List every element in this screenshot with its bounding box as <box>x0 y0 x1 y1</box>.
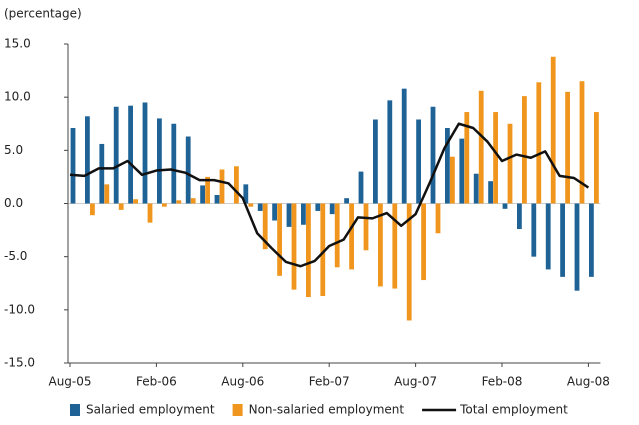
bar <box>85 116 90 204</box>
y-axis-label: (percentage) <box>4 7 82 21</box>
bar <box>550 56 556 204</box>
bar <box>70 128 76 204</box>
bar <box>162 203 167 207</box>
bar <box>171 123 177 204</box>
bar <box>473 173 479 204</box>
x-tick-label: Aug-07 <box>394 375 437 389</box>
bar <box>560 203 565 277</box>
bar <box>234 166 239 204</box>
bar <box>306 203 311 298</box>
y-tick-label: 5.0 <box>4 143 23 157</box>
bar <box>435 203 441 234</box>
y-tick-label: 0.0 <box>4 196 23 210</box>
bar <box>450 156 455 204</box>
bar <box>243 184 249 204</box>
bar <box>142 102 148 204</box>
bar <box>545 203 551 270</box>
bar <box>464 112 470 204</box>
y-tick-label: -10.0 <box>4 302 35 316</box>
bar <box>378 203 383 287</box>
bar <box>387 100 393 204</box>
bar <box>392 203 398 289</box>
bar <box>416 119 421 204</box>
bar <box>406 203 412 321</box>
bar <box>363 203 369 251</box>
legend-label: Non-salaried employment <box>249 403 405 417</box>
bar <box>459 138 465 204</box>
bar <box>133 199 138 204</box>
bar <box>373 119 378 204</box>
bar <box>421 203 426 281</box>
bar <box>488 181 493 204</box>
bar <box>99 143 105 204</box>
bar <box>445 128 450 204</box>
bar <box>574 203 580 291</box>
x-tick-label: Aug-08 <box>567 375 610 389</box>
bar <box>329 203 335 215</box>
legend-label: Salaried employment <box>86 403 215 417</box>
bar <box>118 203 124 210</box>
legend-swatch <box>70 404 80 416</box>
bar <box>531 203 537 257</box>
bar <box>334 203 340 268</box>
bar <box>248 203 254 207</box>
x-tick-label: Feb-06 <box>136 375 177 389</box>
bar <box>286 203 292 227</box>
bar <box>90 203 95 216</box>
bar <box>257 203 263 211</box>
bar <box>185 136 191 204</box>
bar <box>589 203 594 277</box>
bar <box>507 123 513 204</box>
bar <box>320 203 326 297</box>
bar <box>301 203 306 225</box>
bar <box>272 203 277 221</box>
bar <box>205 176 210 204</box>
bar <box>594 112 599 204</box>
legend-swatch <box>232 404 243 416</box>
x-tick-label: Feb-08 <box>482 375 523 389</box>
bar <box>430 106 436 204</box>
bar <box>147 203 153 223</box>
x-tick-label: Feb-07 <box>309 375 350 389</box>
bar <box>478 90 484 204</box>
bar <box>291 203 297 290</box>
bar <box>565 91 570 204</box>
bar <box>522 96 527 204</box>
bar <box>200 185 205 204</box>
bar <box>315 203 321 211</box>
y-tick-label: -15.0 <box>4 356 35 370</box>
bar <box>104 184 110 204</box>
bar <box>219 169 225 204</box>
bar <box>349 203 354 270</box>
bar <box>277 203 282 276</box>
y-tick-label: 15.0 <box>4 37 31 51</box>
bar <box>536 82 542 204</box>
bar <box>517 203 522 230</box>
bar <box>128 105 133 204</box>
bar <box>401 88 407 204</box>
bar <box>113 106 119 204</box>
bar <box>344 198 349 204</box>
bar <box>214 194 220 204</box>
bar <box>502 203 508 209</box>
x-tick-label: Aug-06 <box>221 375 264 389</box>
bar <box>358 171 364 204</box>
bar <box>262 203 268 250</box>
bar <box>579 81 585 204</box>
line <box>69 122 590 268</box>
legend-label: Total employment <box>459 403 568 417</box>
y-tick-label: -5.0 <box>4 249 27 263</box>
bar <box>176 200 182 204</box>
bar <box>190 198 196 204</box>
y-tick-label: 10.0 <box>4 90 31 104</box>
bar <box>157 118 162 204</box>
bar <box>493 112 498 204</box>
x-tick-label: Aug-05 <box>48 375 91 389</box>
